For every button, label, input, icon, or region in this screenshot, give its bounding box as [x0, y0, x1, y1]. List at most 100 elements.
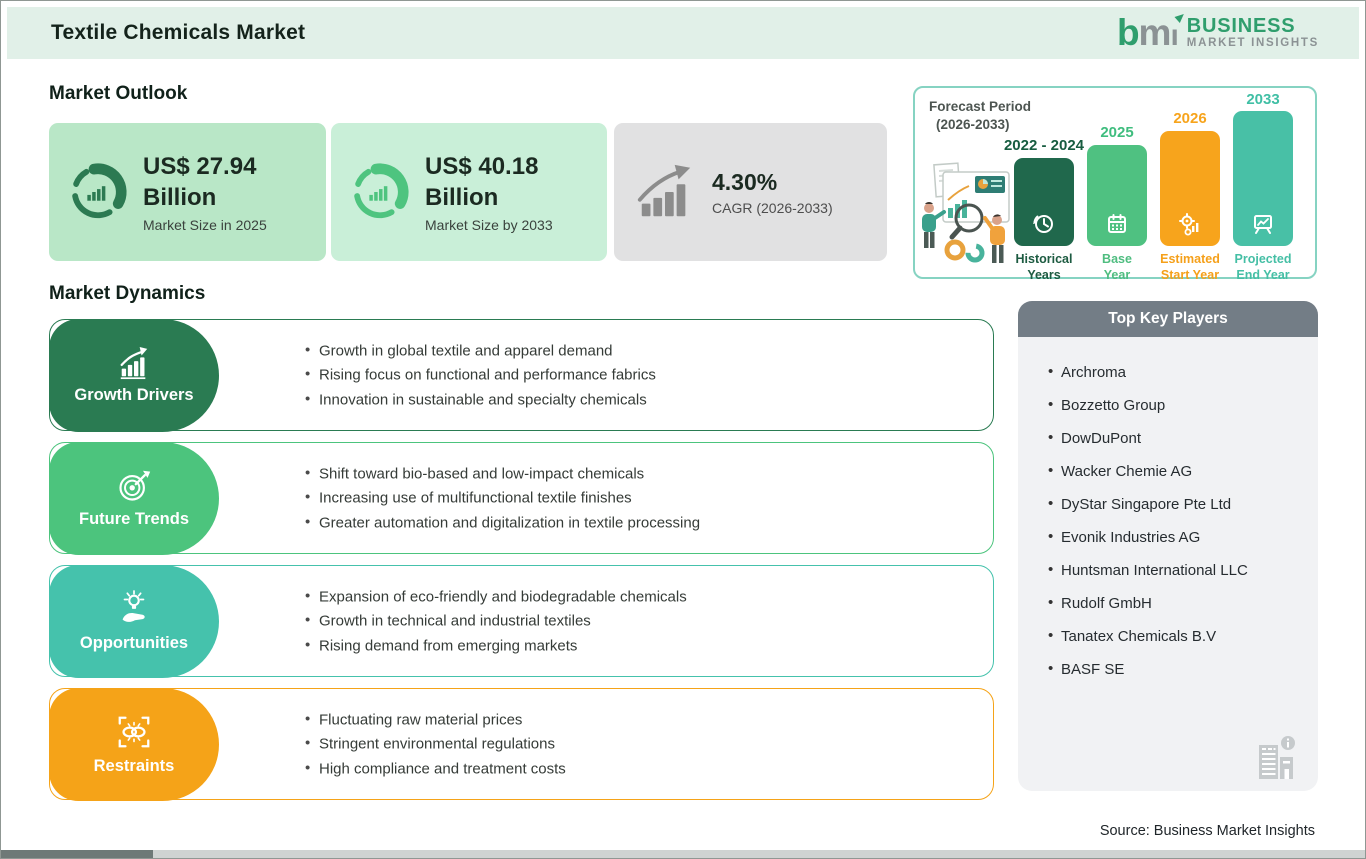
list-item: Rising focus on functional and performan…: [305, 366, 656, 384]
future-trends-row: Future Trends Shift toward bio-based and…: [49, 442, 994, 555]
card-text: 4.30% CAGR (2026-2033): [712, 168, 833, 216]
chain-link-icon: [118, 716, 150, 748]
value-line1: US$ 27.94: [143, 152, 257, 180]
market-size-label: Market Size in 2025: [143, 217, 267, 234]
restraints-label: Restraints: [93, 757, 175, 775]
label-line1: Historical: [1015, 252, 1073, 266]
header-bar: Textile Chemicals Market bmı BUSINESS MA…: [7, 7, 1359, 59]
list-item: Rising demand from emerging markets: [305, 636, 687, 654]
growth-drivers-badge: Growth Drivers: [49, 319, 219, 432]
market-size-2033-card: US$ 40.18 Billion Market Size by 2033: [331, 123, 607, 261]
market-dynamics-heading: Market Dynamics: [49, 283, 206, 304]
list-item: Archroma: [1048, 363, 1304, 381]
gear-chart-icon: [1179, 213, 1199, 236]
forecast-title: Forecast Period: [929, 99, 1032, 114]
list-item: Bozzetto Group: [1048, 396, 1304, 414]
restraints-points: Fluctuating raw material prices Stringen…: [305, 704, 566, 785]
restraints-row: Restraints Fluctuating raw material pric…: [49, 688, 994, 801]
value-line2: Billion: [425, 184, 499, 211]
market-size-2025-card: US$ 27.94 Billion Market Size in 2025: [49, 123, 326, 261]
logo-letter-b: b: [1116, 12, 1140, 54]
future-trends-points: Shift toward bio-based and low-impact ch…: [305, 458, 700, 539]
list-item: Growth in global textile and apparel dem…: [305, 341, 656, 359]
historical-years-range: 2022 - 2024: [1003, 137, 1085, 154]
estimated-start-year-value: 2026: [1173, 110, 1207, 127]
list-item: Expansion of eco-friendly and biodegrada…: [305, 587, 687, 605]
base-year-value: 2025: [1100, 124, 1134, 141]
card-text: US$ 27.94 Billion Market Size in 2025: [143, 151, 267, 233]
list-item: Increasing use of multifunctional textil…: [305, 489, 700, 507]
list-item: Rudolf GmbH: [1048, 594, 1304, 612]
list-item: Shift toward bio-based and low-impact ch…: [305, 464, 700, 482]
estimated-start-year-label: Estimated Start Year: [1130, 251, 1250, 284]
list-item: Innovation in sustainable and specialty …: [305, 390, 656, 408]
horizontal-scrollbar[interactable]: [1, 850, 1365, 858]
list-item: DowDuPont: [1048, 429, 1304, 447]
cagr-card: 4.30% CAGR (2026-2033): [614, 123, 887, 261]
list-item: Tanatex Chemicals B.V: [1048, 627, 1304, 645]
key-players-list: Archroma Bozzetto Group DowDuPont Wacker…: [1018, 337, 1318, 678]
projected-end-year-value: 2033: [1246, 91, 1280, 108]
market-size-value: US$ 40.18 Billion: [425, 151, 553, 213]
page-title: Textile Chemicals Market: [51, 21, 306, 44]
label-line2: Year: [1103, 268, 1131, 283]
opportunities-badge: Opportunities: [49, 565, 219, 678]
logo-business-label: BUSINESS: [1186, 15, 1296, 38]
brand-logo: bmı BUSINESS MARKET INSIGHTS: [1117, 11, 1319, 53]
growth-drivers-row: Growth Drivers Growth in global textile …: [49, 319, 994, 432]
list-item: High compliance and treatment costs: [305, 759, 566, 777]
forecast-subtitle: (2026-2033): [936, 117, 1010, 132]
logo-letter-i: ı: [1170, 19, 1178, 53]
value-line1: US$ 40.18: [425, 152, 539, 180]
label-line1: Projected: [1234, 252, 1292, 266]
clock-history-icon: [1033, 215, 1053, 233]
label-line2: Years: [1027, 268, 1061, 283]
list-item: Wacker Chemie AG: [1048, 462, 1304, 480]
opportunities-row: Opportunities Expansion of eco-friendly …: [49, 565, 994, 678]
label-line1: Base: [1102, 252, 1132, 266]
future-trends-label: Future Trends: [78, 510, 189, 528]
opportunities-points: Expansion of eco-friendly and biodegrada…: [305, 581, 687, 662]
forecast-period-panel: Forecast Period (2026-2033): [913, 86, 1317, 282]
list-item: Huntsman International LLC: [1048, 561, 1304, 579]
bmi-logo-mark: bmı: [1117, 11, 1187, 53]
logo-wordmark: BUSINESS MARKET INSIGHTS: [1186, 15, 1319, 50]
market-size-label: Market Size by 2033: [425, 217, 553, 234]
list-item: Stringent environmental regulations: [305, 735, 566, 753]
list-item: Growth in technical and industrial texti…: [305, 612, 687, 630]
list-item: Fluctuating raw material prices: [305, 710, 566, 728]
future-trends-badge: Future Trends: [49, 442, 219, 555]
label-line2: Start Year: [1160, 268, 1220, 283]
target-icon: [119, 470, 151, 501]
source-note: Source: Business Market Insights: [1099, 823, 1315, 839]
historical-years-label: Historical Years: [984, 251, 1104, 284]
bulb-hand-icon: [122, 590, 145, 622]
market-outlook-heading: Market Outlook: [49, 83, 188, 104]
donut-chart-icon: [354, 163, 409, 219]
calendar-icon: [1108, 214, 1126, 233]
estimated-start-year-bar: [1160, 131, 1220, 246]
analysts-illustration: [922, 162, 1010, 263]
list-item: BASF SE: [1048, 660, 1304, 678]
growth-bars-arrow-icon: [637, 164, 691, 217]
cagr-label: CAGR (2026-2033): [712, 199, 833, 216]
cagr-value: 4.30%: [712, 169, 778, 196]
list-item: DyStar Singapore Pte Ltd: [1048, 495, 1304, 513]
logo-market-insights-label: MARKET INSIGHTS: [1186, 37, 1319, 50]
presentation-icon: [1254, 215, 1272, 234]
card-text: US$ 40.18 Billion Market Size by 2033: [425, 151, 553, 233]
base-year-label: Base Year: [1057, 251, 1177, 284]
growth-chart-icon: [120, 346, 148, 380]
top-key-players-header: Top Key Players: [1018, 301, 1318, 337]
growth-drivers-points: Growth in global textile and apparel dem…: [305, 335, 656, 416]
list-item: Evonik Industries AG: [1048, 528, 1304, 546]
top-key-players-panel: Top Key Players Archroma Bozzetto Group …: [1018, 301, 1318, 791]
restraints-badge: Restraints: [49, 688, 219, 801]
label-line2: End Year: [1236, 268, 1290, 283]
donut-chart-icon: [72, 163, 127, 219]
value-line2: Billion: [143, 184, 217, 211]
projected-end-year-label: Projected End Year: [1203, 251, 1323, 284]
label-line1: Estimated: [1160, 252, 1220, 266]
scrollbar-thumb[interactable]: [1, 850, 153, 858]
